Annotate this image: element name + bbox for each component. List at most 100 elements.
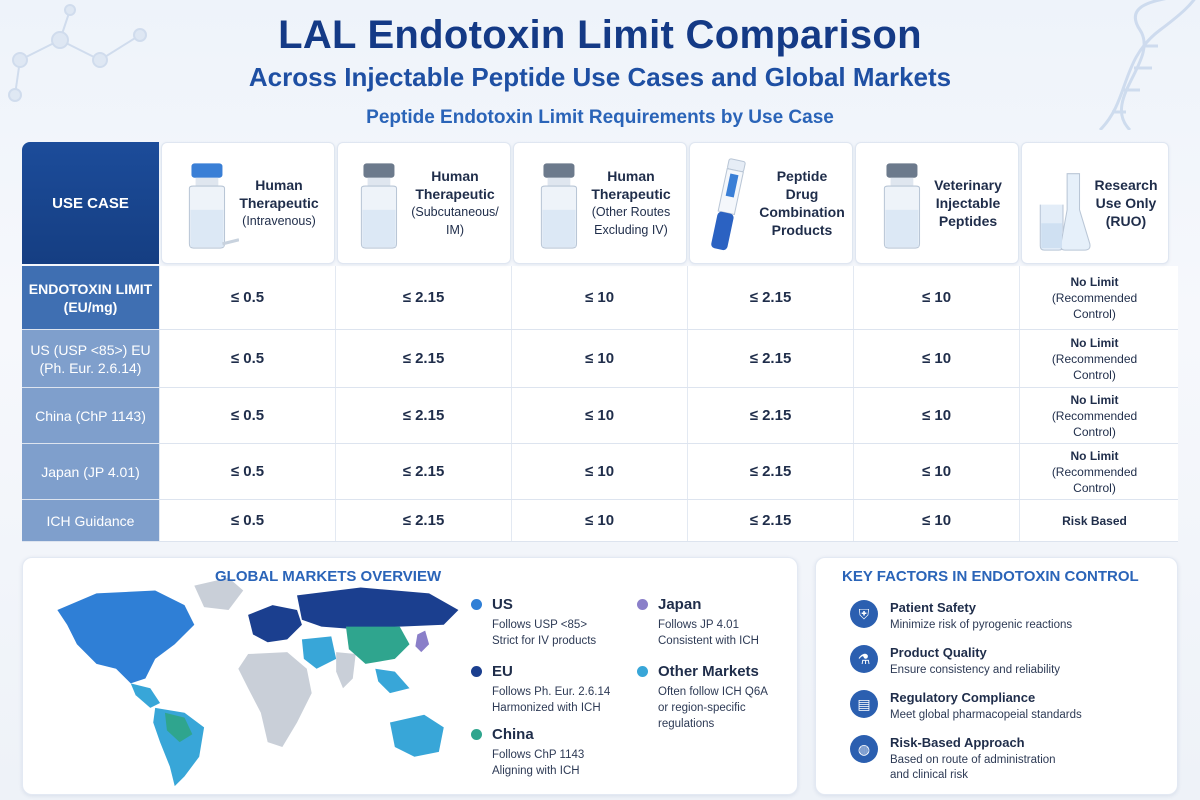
row-label: China (ChP 1143): [22, 388, 159, 443]
market-item: EU Follows Ph. Eur. 2.6.14 Harmonized with…: [471, 663, 610, 716]
legend-dot-icon: [471, 666, 482, 677]
factor-description: Based on route of administration: [890, 754, 1056, 766]
table-cell-ruo: No Limit (Recommended Control): [1019, 444, 1169, 499]
market-description-line: or region-specific: [658, 702, 746, 714]
market-description-line: Strict for IV products: [492, 635, 597, 647]
market-description-line: Follows USP <85>: [492, 619, 588, 631]
ruo-cell-line: Control): [1073, 306, 1116, 321]
vial-icon: [349, 153, 411, 253]
column-header-label: Veterinary Injectable Peptides: [934, 176, 1002, 230]
factor-title: Product Quality: [890, 645, 987, 660]
column-header-subline: (Other Routes: [591, 205, 671, 219]
market-description: Follows ChP 1143 Aligning with ICH: [492, 747, 584, 779]
table-cell: ≤ 0.5: [159, 388, 335, 443]
market-description-line: regulations: [658, 718, 715, 730]
pen-injector-icon: [697, 153, 759, 253]
table-row: ENDOTOXIN LIMIT (EU/mg) ≤ 0.5 ≤ 2.15 ≤ 10 ≤ …: [22, 266, 1178, 330]
legend-dot-icon: [637, 599, 648, 610]
column-header-line: (RUO): [1105, 213, 1147, 229]
ruo-cell-line: Risk Based: [1062, 513, 1127, 528]
vial-icon: [529, 153, 591, 253]
column-header-line: Products: [771, 222, 833, 238]
key-factors-panel: KEY FACTORS IN ENDOTOXIN CONTROL ⛨ Patien…: [815, 557, 1178, 795]
market-name: Other Markets: [658, 663, 759, 680]
table-cell: ≤ 0.5: [159, 444, 335, 499]
ruo-cell-line: No Limit: [1070, 335, 1119, 350]
header: LAL Endotoxin Limit Comparison Across In…: [0, 0, 1200, 130]
column-header-label: Human Therapeutic (Other Routes Excluding I…: [591, 167, 670, 239]
market-name: Japan: [658, 596, 702, 613]
market-name-row: Japan: [637, 596, 759, 613]
column-header-line: Drug: [785, 186, 819, 202]
column-header-subline: (Intravenous): [242, 214, 316, 228]
market-description: Follows Ph. Eur. 2.6.14 Harmonized with I…: [492, 684, 610, 716]
iv-vial-icon: [177, 153, 240, 253]
table-cell-ruo: No Limit (Recommended Control): [1019, 388, 1169, 443]
column-header-subline: IM): [445, 223, 465, 237]
table-cell: ≤ 10: [511, 266, 687, 329]
market-description-line: Follows Ph. Eur. 2.6.14: [492, 686, 611, 698]
globe-icon: ◍: [850, 735, 878, 763]
market-name: EU: [492, 663, 513, 680]
factor-description: Meet global pharmacopeial standards: [890, 709, 1082, 721]
table-row: Japan (JP 4.01) ≤ 0.5 ≤ 2.15 ≤ 10 ≤ 2.15 ≤ 10…: [22, 444, 1178, 500]
market-name-row: US: [471, 596, 596, 613]
ruo-cell-line: No Limit: [1070, 274, 1119, 289]
factor-text: Regulatory Compliance Meet global pharmac…: [890, 690, 1082, 723]
ruo-cell-line: Control): [1073, 424, 1116, 439]
market-item: Other Markets Often follow ICH Q6A or regi…: [637, 663, 768, 732]
factor-description: Ensure consistency and reliability: [890, 664, 1061, 676]
table-header-row: USE CASE Human Therapeutic (Intravenous) Hu…: [22, 142, 1178, 264]
market-item: US Follows USP <85> Strict for IV products: [471, 596, 596, 649]
page-subtitle: Across Injectable Peptide Use Cases and …: [248, 62, 952, 92]
vial-icon: [872, 153, 934, 253]
table-cell: ≤ 10: [853, 500, 1019, 541]
row-label: US (USP <85>) EU (Ph. Eur. 2.6.14): [22, 330, 159, 387]
market-item: China Follows ChP 1143 Aligning with ICH: [471, 726, 584, 779]
ruo-cell-line: Control): [1073, 480, 1116, 495]
market-description: Follows JP 4.01 Consistent with ICH: [658, 617, 759, 649]
test-tube-icon: ⚗: [850, 645, 878, 673]
column-header-subline: Excluding IV): [594, 223, 668, 237]
row-label: ICH Guidance: [22, 500, 159, 541]
factor-description: Minimize risk of pyrogenic reactions: [890, 619, 1073, 631]
table-cell: ≤ 0.5: [159, 500, 335, 541]
factor-item: ▤ Regulatory Compliance Meet global pharma…: [850, 690, 1082, 723]
table-cell: ≤ 10: [511, 444, 687, 499]
table-row: US (USP <85>) EU (Ph. Eur. 2.6.14) ≤ 0.5 ≤…: [22, 330, 1178, 388]
table-cell: ≤ 2.15: [687, 444, 853, 499]
column-header-5: Veterinary Injectable Peptides: [855, 142, 1019, 264]
column-header-label: Human Therapeutic (Subcutaneous/IM): [411, 167, 499, 239]
factor-item: ⛨ Patient Safety Minimize risk of pyrogeni…: [850, 600, 1072, 633]
table-cell: ≤ 2.15: [687, 388, 853, 443]
column-header-line: Therapeutic: [415, 186, 495, 202]
table-cell: ≤ 2.15: [687, 330, 853, 387]
column-header-4: Peptide Drug Combination Products: [689, 142, 853, 264]
document-icon: ▤: [850, 690, 878, 718]
ruo-cell-line: No Limit: [1070, 448, 1119, 463]
market-description: Often follow ICH Q6A or region-specific re…: [658, 684, 768, 732]
factor-text: Patient Safety Minimize risk of pyrogenic…: [890, 600, 1072, 633]
world-map-icon: [57, 577, 459, 787]
table-cell: ≤ 10: [853, 330, 1019, 387]
column-header-line: Combination: [759, 204, 845, 220]
market-description: Follows USP <85> Strict for IV products: [492, 617, 596, 649]
dna-decoration: [1098, 0, 1196, 130]
row-label: ENDOTOXIN LIMIT (EU/mg): [22, 266, 159, 329]
market-name-row: EU: [471, 663, 610, 680]
market-description-line: Follows JP 4.01: [658, 619, 739, 631]
table-cell: ≤ 2.15: [335, 388, 511, 443]
table-cell: ≤ 10: [853, 266, 1019, 329]
table-cell: ≤ 10: [853, 388, 1019, 443]
column-header-line: Veterinary: [934, 177, 1002, 193]
table-cell: ≤ 2.15: [335, 500, 511, 541]
markets-title: GLOBAL MARKETS OVERVIEW: [215, 568, 442, 585]
market-item: Japan Follows JP 4.01 Consistent with ICH: [637, 596, 759, 649]
column-header-line: Human: [255, 177, 303, 193]
table-cell: ≤ 2.15: [335, 266, 511, 329]
table-cell: ≤ 10: [853, 444, 1019, 499]
molecule-decoration: [8, 4, 147, 102]
market-description-line: Harmonized with ICH: [492, 702, 601, 714]
row-label: Japan (JP 4.01): [22, 444, 159, 499]
flask-icon: [1032, 153, 1094, 253]
